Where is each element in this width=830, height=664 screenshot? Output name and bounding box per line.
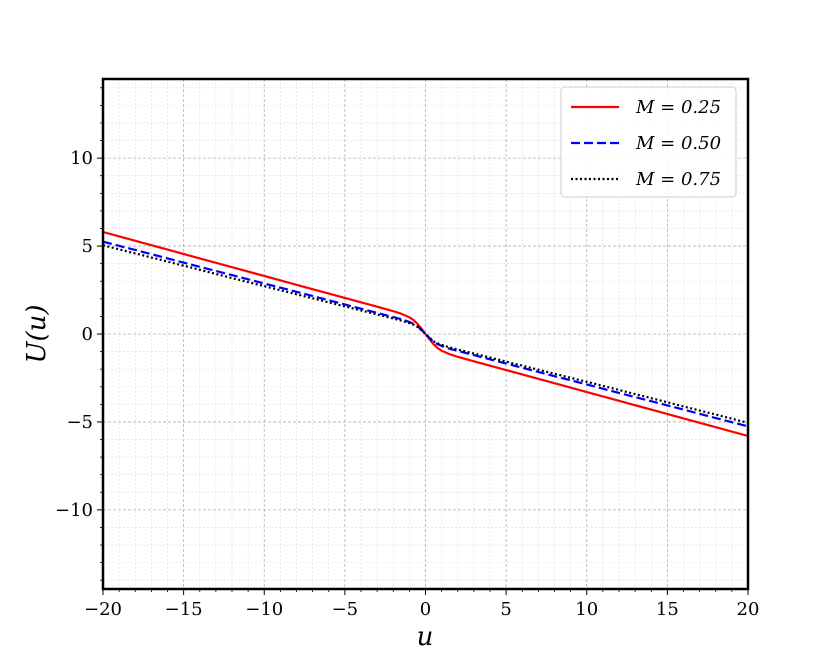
x-tick-label: −5 xyxy=(332,599,359,620)
x-tick-label: −15 xyxy=(165,599,203,620)
legend-label: M = 0.50 xyxy=(635,133,721,154)
series-layer xyxy=(102,230,749,438)
y-axis-label: U(u) xyxy=(22,305,52,364)
x-tick-label: 5 xyxy=(500,599,511,620)
series-line-1 xyxy=(102,230,749,438)
x-axis-label: u xyxy=(417,622,434,652)
y-tick-label: 5 xyxy=(82,236,93,257)
y-tick-label: −10 xyxy=(55,500,93,521)
x-tick-label: 15 xyxy=(656,599,679,620)
y-tick-label: 10 xyxy=(70,148,93,169)
y-tick-label: −5 xyxy=(66,412,93,433)
tick-layer: −20 −15 −10 −5 0 5 10 15 20 −10 −5 0 5 10 xyxy=(55,87,760,620)
series-line-2 xyxy=(102,240,749,428)
legend-box xyxy=(560,86,737,198)
x-tick-label: −20 xyxy=(84,599,122,620)
x-tick-label: 20 xyxy=(737,599,760,620)
legend: M = 0.25 M = 0.50 M = 0.75 xyxy=(560,86,737,198)
series-line-3 xyxy=(102,244,749,424)
x-tick-label: −10 xyxy=(245,599,283,620)
legend-label: M = 0.75 xyxy=(635,169,721,190)
y-tick-label: 0 xyxy=(82,324,93,345)
x-tick-label: 0 xyxy=(420,599,431,620)
x-tick-label: 10 xyxy=(575,599,598,620)
legend-label: M = 0.25 xyxy=(635,97,721,118)
